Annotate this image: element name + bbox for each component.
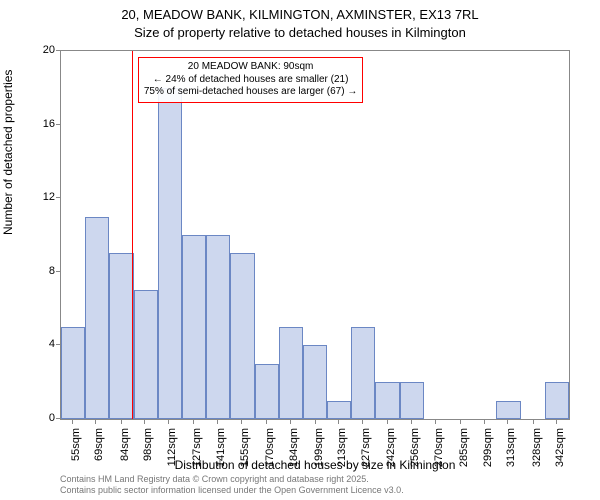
x-tick-mark (290, 420, 291, 424)
title-line-2: Size of property relative to detached ho… (0, 24, 600, 42)
marker-line (132, 51, 133, 419)
annotation-line-3: 75% of semi-detached houses are larger (… (144, 86, 357, 99)
histogram-bar (134, 290, 158, 419)
chart-title: 20, MEADOW BANK, KILMINGTON, AXMINSTER, … (0, 0, 600, 41)
x-tick-mark (95, 420, 96, 424)
x-tick-label: 55sqm (70, 428, 82, 461)
x-tick-mark (507, 420, 508, 424)
footer-line-1: Contains HM Land Registry data © Crown c… (60, 474, 570, 485)
histogram-bar (279, 327, 303, 419)
x-tick-mark (435, 420, 436, 424)
plot-area: 20 MEADOW BANK: 90sqm← 24% of detached h… (60, 50, 570, 420)
x-tick-mark (533, 420, 534, 424)
histogram-bar (61, 327, 85, 419)
histogram-bar (255, 364, 279, 419)
footer-line-2: Contains public sector information licen… (60, 485, 570, 496)
y-tick-mark (56, 50, 60, 51)
histogram-bar (327, 401, 351, 419)
x-tick-label: 84sqm (119, 428, 131, 461)
histogram-bar (230, 253, 254, 419)
histogram-bar (400, 382, 424, 419)
x-tick-mark (556, 420, 557, 424)
x-tick-mark (144, 420, 145, 424)
histogram-bar (375, 382, 399, 419)
y-tick-mark (56, 197, 60, 198)
x-tick-mark (338, 420, 339, 424)
annotation-line-2: ← 24% of detached houses are smaller (21… (144, 74, 357, 87)
x-tick-label: 98sqm (142, 428, 154, 461)
histogram-bar (303, 345, 327, 419)
x-tick-mark (387, 420, 388, 424)
y-tick-label: 0 (15, 412, 55, 424)
x-tick-mark (72, 420, 73, 424)
x-axis-label: Distribution of detached houses by size … (60, 458, 570, 472)
chart-container: 20, MEADOW BANK, KILMINGTON, AXMINSTER, … (0, 0, 600, 500)
histogram-bar (109, 253, 133, 419)
histogram-bar (158, 88, 182, 419)
y-tick-mark (56, 124, 60, 125)
x-tick-mark (315, 420, 316, 424)
x-tick-mark (217, 420, 218, 424)
y-axis-label: Number of detached properties (1, 70, 15, 235)
histogram-bar (351, 327, 375, 419)
x-tick-mark (362, 420, 363, 424)
x-tick-mark (460, 420, 461, 424)
x-tick-mark (266, 420, 267, 424)
x-tick-mark (193, 420, 194, 424)
histogram-bar (85, 217, 109, 419)
histogram-bar (545, 382, 569, 419)
x-tick-mark (168, 420, 169, 424)
y-tick-label: 12 (15, 191, 55, 203)
x-tick-mark (121, 420, 122, 424)
y-tick-label: 4 (15, 338, 55, 350)
x-tick-mark (484, 420, 485, 424)
annotation-line-1: 20 MEADOW BANK: 90sqm (144, 61, 357, 74)
histogram-bar (496, 401, 520, 419)
y-tick-label: 8 (15, 265, 55, 277)
footer-attribution: Contains HM Land Registry data © Crown c… (60, 474, 570, 496)
y-tick-mark (56, 271, 60, 272)
y-tick-mark (56, 418, 60, 419)
histogram-bar (182, 235, 206, 419)
y-tick-mark (56, 344, 60, 345)
histogram-bar (206, 235, 230, 419)
y-tick-label: 16 (15, 118, 55, 130)
y-tick-label: 20 (15, 44, 55, 56)
annotation-box: 20 MEADOW BANK: 90sqm← 24% of detached h… (138, 57, 363, 103)
x-tick-mark (411, 420, 412, 424)
x-tick-label: 69sqm (93, 428, 105, 461)
title-line-1: 20, MEADOW BANK, KILMINGTON, AXMINSTER, … (0, 6, 600, 24)
x-tick-mark (241, 420, 242, 424)
